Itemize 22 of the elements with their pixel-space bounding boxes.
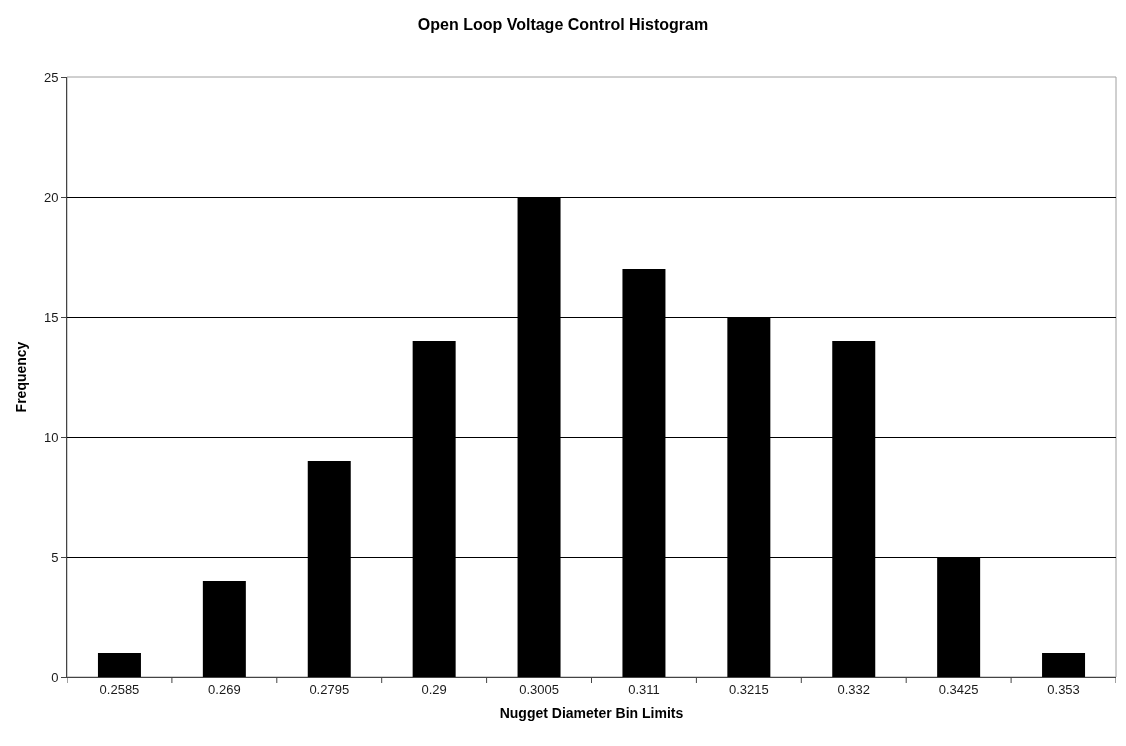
bar — [202, 581, 246, 677]
x-tick-label: 0.29 — [421, 681, 447, 697]
bar — [1042, 653, 1086, 677]
x-axis-title: Nugget Diameter Bin Limits — [499, 704, 684, 721]
x-tick-label: 0.3215 — [728, 681, 769, 697]
x-tick-label: 0.3425 — [938, 681, 979, 697]
bar — [97, 653, 141, 677]
x-tick-label: 0.311 — [628, 681, 660, 697]
x-tick-label: 0.3005 — [519, 681, 559, 697]
x-tick-label: 0.332 — [837, 681, 871, 697]
y-axis-title: Frequency — [12, 341, 29, 413]
y-tick-label: 5 — [51, 549, 59, 565]
y-tick-label: 0 — [51, 669, 59, 685]
y-tick-label: 20 — [43, 189, 59, 205]
x-tick-label: 0.353 — [1047, 681, 1080, 697]
chart-title: Open Loop Voltage Control Histogram — [417, 15, 709, 33]
y-tick-label: 10 — [43, 429, 59, 445]
x-tick-label: 0.2795 — [309, 681, 350, 697]
y-tick-label: 25 — [43, 69, 59, 85]
x-tick-label: 0.2585 — [99, 681, 140, 697]
y-tick-label: 15 — [43, 309, 59, 325]
x-tick-label: 0.269 — [208, 681, 241, 697]
